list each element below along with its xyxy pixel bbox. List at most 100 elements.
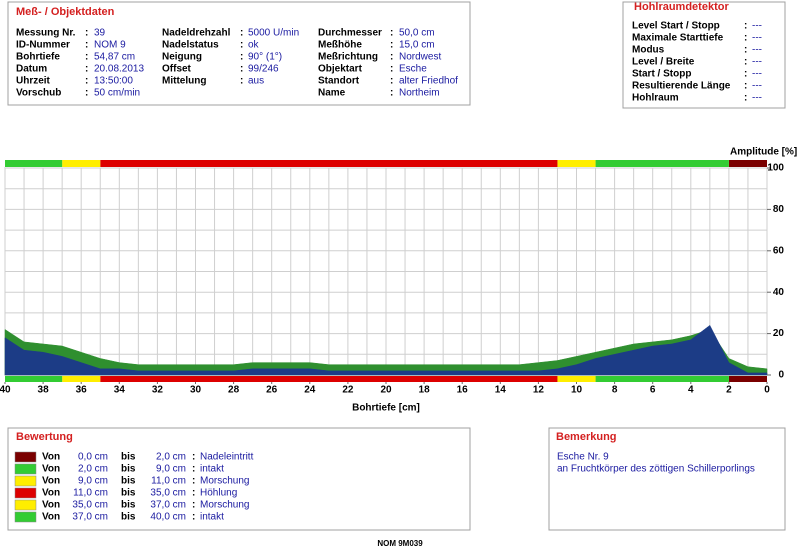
field-separator: : xyxy=(85,76,88,87)
remark-title: Bemerkung xyxy=(556,431,617,443)
zone-bar-bottom xyxy=(62,376,101,382)
x-tick-label: 32 xyxy=(152,385,164,396)
zone-from-word: Von xyxy=(42,476,60,487)
detector-label: Level Start / Stopp xyxy=(632,21,720,32)
zone-from-word: Von xyxy=(42,512,60,523)
field-separator: : xyxy=(85,40,88,51)
rating-box xyxy=(7,427,471,531)
field-separator: : xyxy=(240,28,243,39)
field-label: Neigung xyxy=(162,52,202,63)
field-label: Messung Nr. xyxy=(16,28,76,39)
field-label: Nadelstatus xyxy=(162,40,219,51)
zone-swatch xyxy=(14,463,37,475)
detector-title: Hohlraumdetektor xyxy=(634,1,729,13)
zone-to: 9,0 cm xyxy=(156,464,186,475)
field-separator: : xyxy=(390,52,393,63)
zone-label: intakt xyxy=(200,512,224,523)
x-tick-label: 36 xyxy=(76,385,88,396)
remark-line: an Fruchtkörper des zöttigen Schillerpor… xyxy=(557,464,755,475)
area xyxy=(4,328,768,376)
detector-label: Hohlraum xyxy=(632,93,679,104)
y-tick-label: 0 xyxy=(778,370,784,381)
zone-bar-top xyxy=(62,160,101,167)
x-tick-label: 4 xyxy=(688,385,694,396)
x-tick-label: 0 xyxy=(764,385,770,396)
detector-label: Maximale Starttiefe xyxy=(632,33,724,44)
detector-label: Start / Stopp xyxy=(632,69,691,80)
detector-value: --- xyxy=(752,69,762,80)
field-value: 39 xyxy=(94,28,106,39)
field-separator: : xyxy=(390,64,393,75)
x-tick-label: 38 xyxy=(38,385,50,396)
field-separator: : xyxy=(390,76,393,87)
x-tick-label: 22 xyxy=(342,385,354,396)
field-separator: : xyxy=(240,64,243,75)
x-tick-label: 2 xyxy=(726,385,732,396)
field-label: Datum xyxy=(16,64,47,75)
zone-label: intakt xyxy=(200,464,224,475)
zone-swatch xyxy=(14,487,37,499)
field-separator: : xyxy=(85,88,88,99)
x-tick-label: 14 xyxy=(495,385,507,396)
field-value: 20.08.2013 xyxy=(94,64,144,75)
y-tick-label: 60 xyxy=(773,245,785,256)
zone-from-word: Von xyxy=(42,488,60,499)
zone-separator: : xyxy=(192,488,195,499)
field-value: aus xyxy=(248,76,264,87)
zone-label: Nadeleintritt xyxy=(200,452,254,463)
field-separator: : xyxy=(85,52,88,63)
detector-label: Level / Breite xyxy=(632,57,695,68)
field-label: Offset xyxy=(162,64,192,75)
footer: NOM 9M039 xyxy=(377,539,423,548)
detector-value: --- xyxy=(752,93,762,104)
zone-bar-top xyxy=(100,160,558,167)
zone-from-word: Von xyxy=(42,500,60,511)
zone-separator: : xyxy=(192,452,195,463)
field-value: 15,0 cm xyxy=(399,40,435,51)
zone-bar-bottom xyxy=(557,376,596,382)
zone-from: 35,0 cm xyxy=(72,500,108,511)
zone-to-word: bis xyxy=(121,488,136,499)
detector-separator: : xyxy=(744,81,747,92)
zone-from: 2,0 cm xyxy=(78,464,108,475)
zone-bar-bottom xyxy=(728,376,767,382)
detector-separator: : xyxy=(744,69,747,80)
x-tick-label: 6 xyxy=(650,385,656,396)
field-label: Uhrzeit xyxy=(16,76,51,87)
zone-bar-top xyxy=(557,160,596,167)
object-data-title: Meß- / Objektdaten xyxy=(16,6,115,18)
x-tick-label: 28 xyxy=(228,385,240,396)
x-tick-label: 40 xyxy=(0,385,11,396)
field-label: Name xyxy=(318,88,346,99)
zone-to: 11,0 cm xyxy=(151,476,186,487)
rating-title: Bewertung xyxy=(16,431,73,443)
zone-to: 2,0 cm xyxy=(156,452,186,463)
detector-value: --- xyxy=(752,81,762,92)
field-label: Meßrichtung xyxy=(318,52,378,63)
x-tick-label: 34 xyxy=(114,385,126,396)
x-tick-label: 20 xyxy=(380,385,392,396)
x-tick-label: 16 xyxy=(457,385,469,396)
zone-from: 0,0 cm xyxy=(78,452,108,463)
zone-separator: : xyxy=(192,500,195,511)
zone-to-word: bis xyxy=(121,476,136,487)
field-label: Bohrtiefe xyxy=(16,52,60,63)
x-tick-label: 8 xyxy=(612,385,618,396)
field-value: Nordwest xyxy=(399,52,441,63)
zone-to-word: bis xyxy=(121,452,136,463)
detector-label: Modus xyxy=(632,45,665,56)
detector-value: --- xyxy=(752,21,762,32)
zone-from: 11,0 cm xyxy=(73,488,108,499)
zone-to-word: bis xyxy=(121,464,136,475)
field-separator: : xyxy=(240,40,243,51)
zone-separator: : xyxy=(192,476,195,487)
field-label: Standort xyxy=(318,76,360,87)
zone-to: 40,0 cm xyxy=(150,512,186,523)
detector-value: --- xyxy=(752,57,762,68)
detector-separator: : xyxy=(744,33,747,44)
zone-separator: : xyxy=(192,512,195,523)
x-tick-label: 30 xyxy=(190,385,202,396)
field-separator: : xyxy=(85,64,88,75)
x-tick-label: 12 xyxy=(533,385,545,396)
